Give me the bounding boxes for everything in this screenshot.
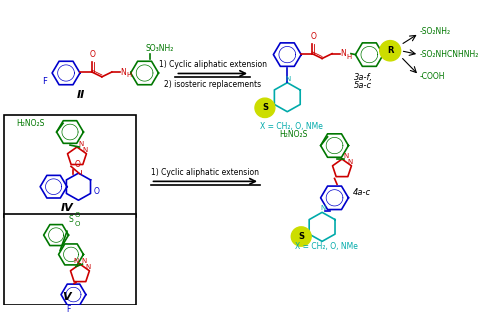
Text: N: N bbox=[74, 258, 78, 264]
Text: X = CH₂, O, NMe: X = CH₂, O, NMe bbox=[295, 242, 358, 251]
Text: V: V bbox=[62, 292, 70, 302]
Text: II: II bbox=[77, 90, 85, 100]
Text: H: H bbox=[346, 54, 352, 60]
Text: S: S bbox=[262, 103, 268, 112]
Text: N: N bbox=[340, 49, 346, 58]
Text: -SO₂NHCNHNH₂: -SO₂NHCNHNH₂ bbox=[420, 50, 480, 59]
Text: SO₃NH₂: SO₃NH₂ bbox=[146, 44, 174, 53]
Text: 3a-f,: 3a-f, bbox=[354, 73, 373, 82]
Text: O: O bbox=[74, 221, 80, 227]
Circle shape bbox=[380, 41, 400, 61]
Text: R: R bbox=[387, 46, 394, 55]
FancyBboxPatch shape bbox=[4, 214, 136, 305]
FancyBboxPatch shape bbox=[4, 115, 136, 217]
Text: F: F bbox=[42, 77, 47, 86]
Text: N: N bbox=[82, 258, 86, 264]
Text: O: O bbox=[74, 160, 80, 169]
Circle shape bbox=[292, 227, 311, 246]
Text: 5a-c: 5a-c bbox=[354, 80, 372, 89]
Text: 1) Cyclic aliphatic extension: 1) Cyclic aliphatic extension bbox=[158, 60, 266, 69]
Text: O: O bbox=[310, 32, 316, 41]
Text: H₂NO₂S: H₂NO₂S bbox=[16, 119, 44, 128]
Text: N: N bbox=[86, 264, 91, 270]
Text: N: N bbox=[120, 68, 126, 77]
Text: N: N bbox=[348, 159, 353, 165]
Text: IV: IV bbox=[60, 203, 74, 213]
Text: 2) isosteric replacements: 2) isosteric replacements bbox=[164, 80, 262, 89]
Text: S: S bbox=[298, 232, 304, 241]
Text: F: F bbox=[66, 305, 70, 314]
Text: -SO₂NH₂: -SO₂NH₂ bbox=[420, 27, 451, 36]
Text: O: O bbox=[94, 187, 100, 196]
Text: O: O bbox=[74, 212, 80, 218]
Text: 1) Cyclic aliphatic extension: 1) Cyclic aliphatic extension bbox=[151, 168, 259, 177]
Text: N: N bbox=[78, 141, 84, 147]
Text: 4a-c: 4a-c bbox=[353, 188, 371, 197]
Text: X = CH₂, O, NMe: X = CH₂, O, NMe bbox=[260, 122, 323, 131]
Text: O: O bbox=[90, 51, 96, 59]
Text: N: N bbox=[286, 76, 291, 82]
Text: N: N bbox=[344, 153, 348, 159]
Text: -COOH: -COOH bbox=[420, 72, 446, 81]
Text: N: N bbox=[320, 205, 326, 211]
Text: N: N bbox=[83, 147, 88, 153]
Circle shape bbox=[255, 98, 275, 117]
Text: H₂NO₂S: H₂NO₂S bbox=[279, 130, 307, 139]
Text: H: H bbox=[126, 72, 132, 78]
Text: S: S bbox=[68, 214, 73, 224]
